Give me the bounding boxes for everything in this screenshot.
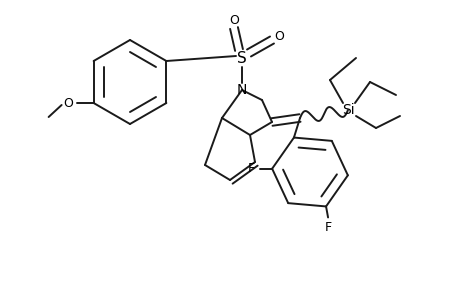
Text: Si: Si [341,103,353,117]
Text: S: S [236,50,246,65]
Text: O: O [229,14,238,26]
Text: O: O [274,29,283,43]
Text: F: F [324,221,331,234]
Text: F: F [247,162,254,175]
Text: O: O [63,97,73,110]
Text: N: N [236,83,246,97]
